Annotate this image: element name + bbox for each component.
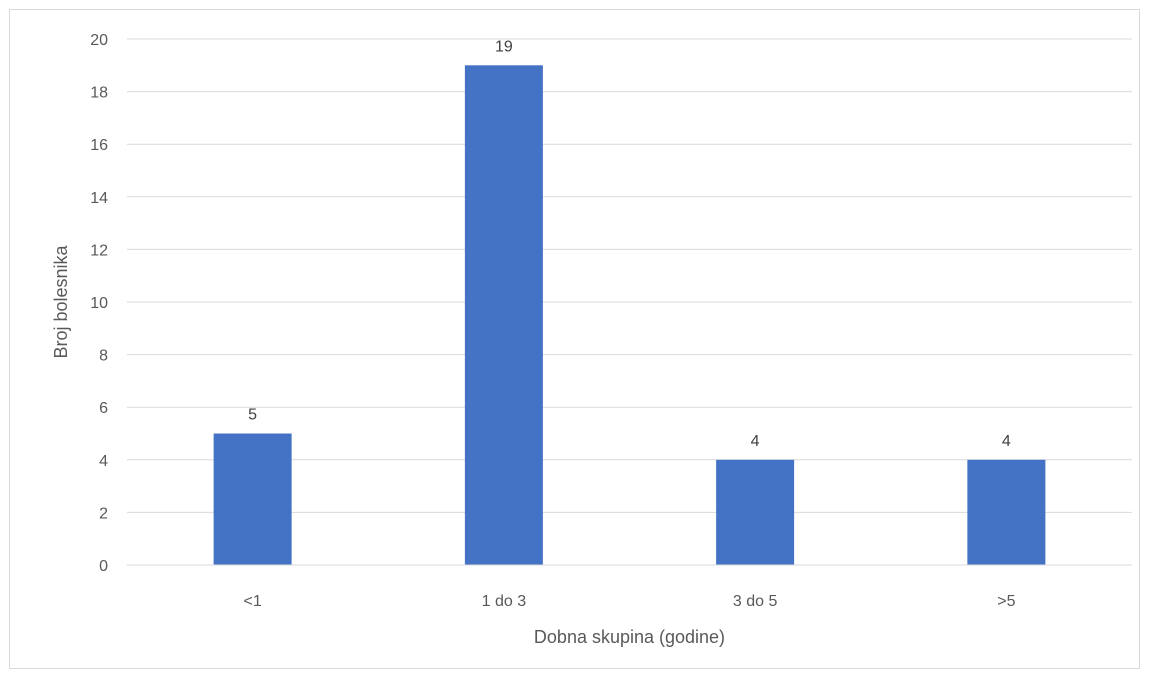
bars xyxy=(213,65,1046,566)
bar xyxy=(716,459,795,565)
x-axis-title: Dobna skupina (godine) xyxy=(534,627,725,647)
y-tick-label: 8 xyxy=(99,348,108,365)
chart-frame xyxy=(9,9,1140,669)
bar xyxy=(464,65,543,566)
x-tick-label: 3 do 5 xyxy=(733,593,778,610)
y-tick-label: 14 xyxy=(90,190,108,207)
bar-value-label: 19 xyxy=(495,38,513,55)
bar xyxy=(967,459,1046,565)
y-tick-label: 18 xyxy=(90,85,108,102)
bar-value-label: 5 xyxy=(248,407,257,424)
y-tick-label: 0 xyxy=(99,558,108,575)
x-tick-label: >5 xyxy=(997,593,1015,610)
y-tick-label: 10 xyxy=(90,295,108,312)
gridlines xyxy=(127,38,1132,513)
bar xyxy=(213,433,292,565)
x-tick-label: 1 do 3 xyxy=(482,593,527,610)
bar-value-label: 4 xyxy=(1002,433,1011,450)
y-axis-title: Broj bolesnika xyxy=(51,244,71,358)
y-tick-label: 2 xyxy=(99,505,108,522)
data-labels: 5 19 4 4 xyxy=(248,38,1011,450)
y-tick-label: 4 xyxy=(99,453,108,470)
y-tick-label: 12 xyxy=(90,242,108,259)
y-tick-label: 20 xyxy=(90,32,108,49)
y-tick-label: 16 xyxy=(90,137,108,154)
y-tick-label: 6 xyxy=(99,400,108,417)
x-axis-tick-labels: <1 1 do 3 3 do 5 >5 xyxy=(244,593,1016,610)
y-axis-tick-labels: 0 2 4 6 8 10 12 14 16 18 20 xyxy=(90,32,108,575)
x-tick-label: <1 xyxy=(244,593,262,610)
bar-value-label: 4 xyxy=(751,433,760,450)
